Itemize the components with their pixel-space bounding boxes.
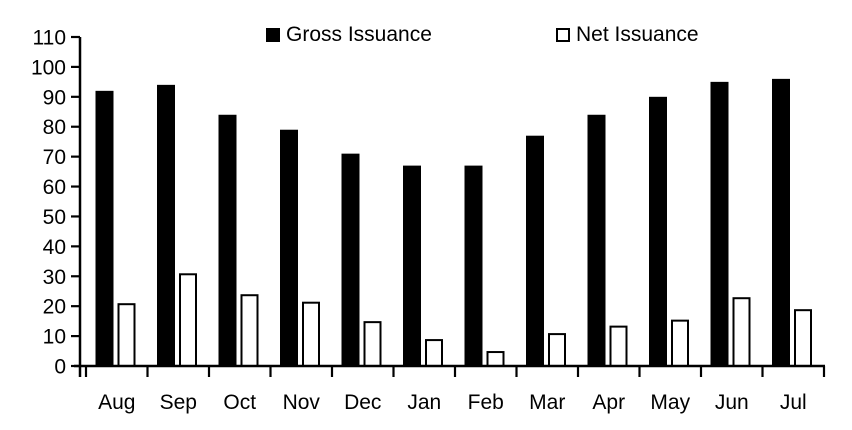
bar-net-issuance-jul — [794, 309, 812, 368]
y-axis-tick-label: 0 — [54, 356, 66, 379]
x-axis-tick-label: Apr — [592, 391, 625, 414]
bar-net-issuance-jun — [732, 297, 751, 367]
bar-gross-issuance-mar — [526, 135, 544, 366]
y-axis-tick-label: 70 — [43, 146, 66, 169]
bar-gross-issuance-feb — [464, 165, 483, 366]
y-axis-tick-label: 110 — [33, 27, 66, 50]
bar-gross-issuance-jun — [710, 81, 729, 366]
bar-net-issuance-aug — [117, 303, 136, 368]
bar-gross-issuance-jan — [403, 165, 421, 366]
x-axis-tick-label: Jun — [715, 391, 749, 414]
bar-net-issuance-sep — [179, 273, 197, 368]
bar-net-issuance-nov — [302, 301, 320, 368]
y-axis-tick-label: 80 — [43, 116, 66, 139]
bar-gross-issuance-may — [649, 96, 667, 367]
x-axis-tick-label: Oct — [223, 391, 256, 414]
y-axis-tick-label: 60 — [43, 176, 66, 199]
bar-net-issuance-dec — [363, 321, 382, 367]
y-axis-tick-label: 100 — [31, 56, 66, 79]
bar-net-issuance-apr — [609, 325, 628, 368]
bar-gross-issuance-jul — [772, 78, 790, 366]
x-axis-tick-label: Nov — [283, 391, 321, 414]
x-axis-tick-label: Jul — [780, 391, 807, 414]
x-axis-tick-label: Aug — [98, 391, 135, 414]
x-axis-tick-label: Mar — [529, 391, 565, 414]
bar-gross-issuance-oct — [218, 114, 237, 366]
bar-gross-issuance-aug — [95, 90, 114, 366]
y-axis-tick-label: 30 — [43, 266, 66, 289]
bar-net-issuance-may — [671, 319, 689, 367]
y-axis-tick-label: 10 — [43, 326, 66, 349]
y-axis-tick-label: 20 — [43, 296, 66, 319]
x-axis-tick-label: May — [650, 391, 690, 414]
bar-gross-issuance-dec — [341, 153, 360, 366]
bar-net-issuance-jan — [425, 339, 443, 367]
x-axis-tick-label: Dec — [344, 391, 381, 414]
bar-net-issuance-mar — [548, 333, 566, 368]
x-axis-tick-label: Feb — [468, 391, 504, 414]
bar-net-issuance-oct — [240, 294, 259, 367]
y-axis-tick-label: 90 — [43, 86, 66, 109]
bar-gross-issuance-sep — [157, 84, 175, 366]
bar-gross-issuance-apr — [587, 114, 606, 366]
x-axis-tick-label: Sep — [160, 391, 197, 414]
bar-net-issuance-feb — [486, 351, 505, 367]
x-axis-tick-label: Jan — [407, 391, 441, 414]
y-axis-tick-label: 50 — [43, 206, 66, 229]
y-axis-tick-label: 40 — [43, 236, 66, 259]
bar-gross-issuance-nov — [280, 129, 298, 366]
